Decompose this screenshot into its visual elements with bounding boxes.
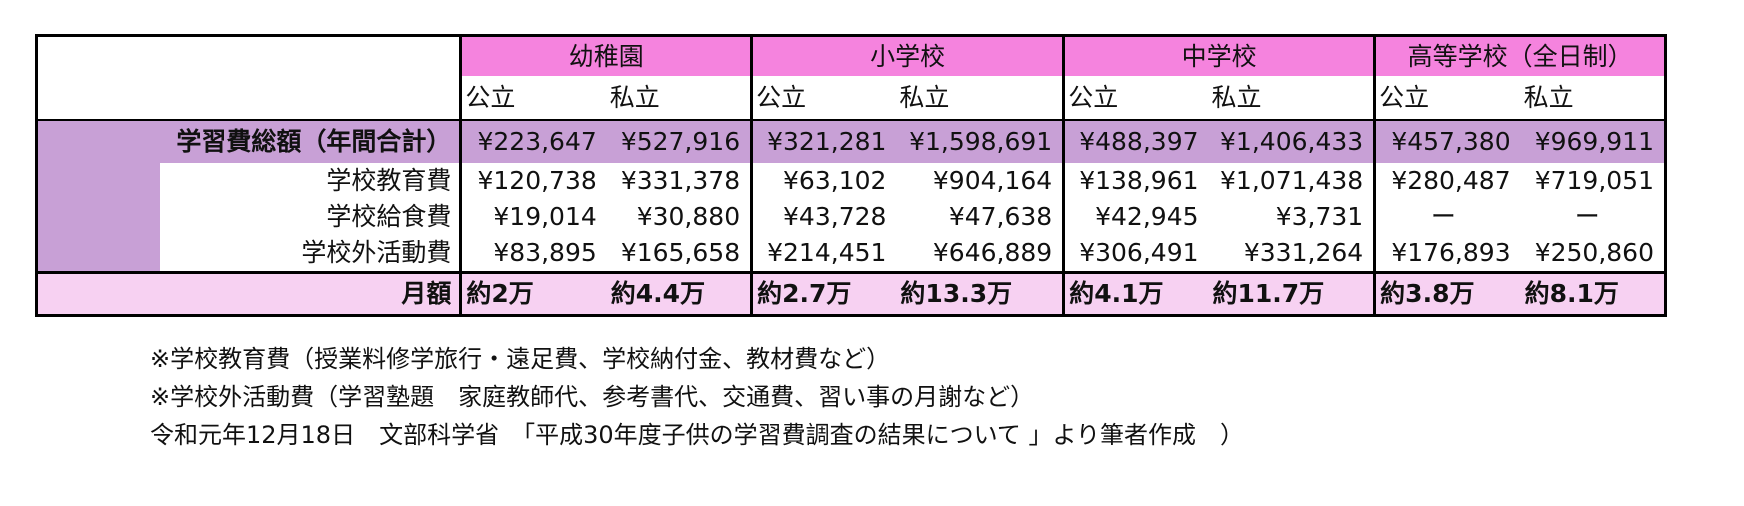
table-corner [36, 35, 463, 121]
table-row: 学校外活動費 ¥83,895 ¥165,658 ¥214,451 ¥646,88… [37, 235, 1667, 273]
total-label: 学習費総額（年間合計） [36, 120, 463, 163]
row-label: 学校給食費 [159, 199, 463, 235]
monthly-cell: 約4.4万 [606, 271, 754, 316]
total-cell: ¥1,406,433 [1208, 120, 1377, 163]
group-header-junior-high: 中学校 [1063, 35, 1377, 77]
table-cell: ¥646,889 [896, 235, 1066, 273]
monthly-cell: 約4.1万 [1063, 271, 1209, 316]
table-cell: ¥3,731 [1208, 199, 1377, 235]
table-cell: ¥165,658 [606, 235, 754, 273]
table-cell: ¥83,895 [493, 238, 597, 267]
table-cell: ¥30,880 [606, 199, 754, 235]
table-cell: ¥1,071,438 [1208, 163, 1377, 199]
total-cell: ¥321,281 [751, 120, 897, 163]
table-cell: ¥719,051 [1520, 163, 1667, 199]
subheader-private: 私立 [1520, 76, 1667, 121]
subheader-private: 私立 [896, 76, 1066, 121]
table-cell: ¥306,491 [1079, 238, 1199, 267]
footnote-source: 令和元年12月18日 文部科学省 「平成30年度子供の学習費調査の結果について … [150, 421, 1245, 449]
total-row: 学習費総額（年間合計） ¥223,647 ¥527,916 ¥321,281 ¥… [36, 120, 1667, 163]
row-label: 学校外活動費 [159, 235, 463, 273]
subheader-public: 公立 [1374, 76, 1521, 121]
table-cell: ¥42,945 [1095, 202, 1199, 231]
table-cell: ¥19,014 [493, 202, 597, 231]
total-cell: ¥1,598,691 [896, 120, 1066, 163]
monthly-cell: 約8.1万 [1520, 271, 1667, 316]
table-cell: ¥47,638 [896, 199, 1066, 235]
total-cell: ¥527,916 [606, 120, 754, 163]
footnote-school-education: ※学校教育費（授業料修学旅行・遠足費、学校納付金、教材費など） [150, 345, 891, 373]
total-cell: ¥223,647 [460, 120, 607, 163]
total-cell: ¥969,911 [1520, 120, 1667, 163]
row-label: 学校教育費 [159, 163, 463, 199]
table-row: 学校教育費 ¥120,738 ¥331,378 ¥63,102 ¥904,164… [36, 163, 1667, 273]
subheader-public: 公立 [751, 76, 897, 121]
footnotes: ※学校教育費（授業料修学旅行・遠足費、学校納付金、教材費など） ※学校外活動費（… [150, 340, 1244, 454]
monthly-cell: 約11.7万 [1208, 271, 1377, 316]
total-cell: ¥457,380 [1374, 120, 1521, 163]
learning-cost-table: 幼稚園 小学校 中学校 高等学校（全日制） 公立 私立 公立 私立 公立 私立 … [35, 34, 1667, 317]
monthly-row: 月額 約2万 約4.4万 約2.7万 約13.3万 約4.1万 約11.7万 約… [36, 271, 1667, 316]
footnote-outside-activities: ※学校外活動費（学習塾題 家庭教師代、参考書代、交通費、習い事の月謝など） [150, 383, 1035, 411]
table-cell: ¥214,451 [767, 238, 887, 267]
monthly-cell: 約2.7万 [751, 271, 897, 316]
table-cell: ¥280,487 [1391, 166, 1511, 195]
subheader-private: 私立 [606, 76, 754, 121]
table-cell: ¥904,164 [896, 163, 1066, 199]
subheader-public: 公立 [460, 76, 607, 121]
table-cell: ¥176,893 [1391, 238, 1511, 267]
table-row: 学校給食費 ¥19,014 ¥30,880 ¥43,728 ¥47,638 ¥4… [37, 199, 1667, 235]
table-cell: ¥43,728 [783, 202, 887, 231]
table-cell: ¥63,102 [783, 166, 887, 195]
table-cell: ¥138,961 [1079, 166, 1199, 195]
monthly-cell: 約2万 [460, 271, 607, 316]
side-band [36, 163, 160, 273]
table-cell: ¥331,378 [606, 163, 754, 199]
monthly-cell: 約13.3万 [896, 271, 1066, 316]
table-cell: ¥250,860 [1520, 235, 1667, 273]
table-cell: ー [1430, 202, 1456, 231]
table-cell: ¥331,264 [1208, 235, 1377, 273]
total-cell: ¥488,397 [1063, 120, 1209, 163]
subheader-public: 公立 [1063, 76, 1209, 121]
table-cell: ー [1520, 199, 1667, 235]
group-header-high-school: 高等学校（全日制） [1374, 35, 1667, 77]
group-header-kindergarten: 幼稚園 [460, 35, 754, 77]
group-header-elementary: 小学校 [751, 35, 1066, 77]
table-cell: ¥120,738 [477, 166, 597, 195]
monthly-label: 月額 [36, 271, 463, 316]
monthly-cell: 約3.8万 [1374, 271, 1521, 316]
subheader-private: 私立 [1208, 76, 1377, 121]
